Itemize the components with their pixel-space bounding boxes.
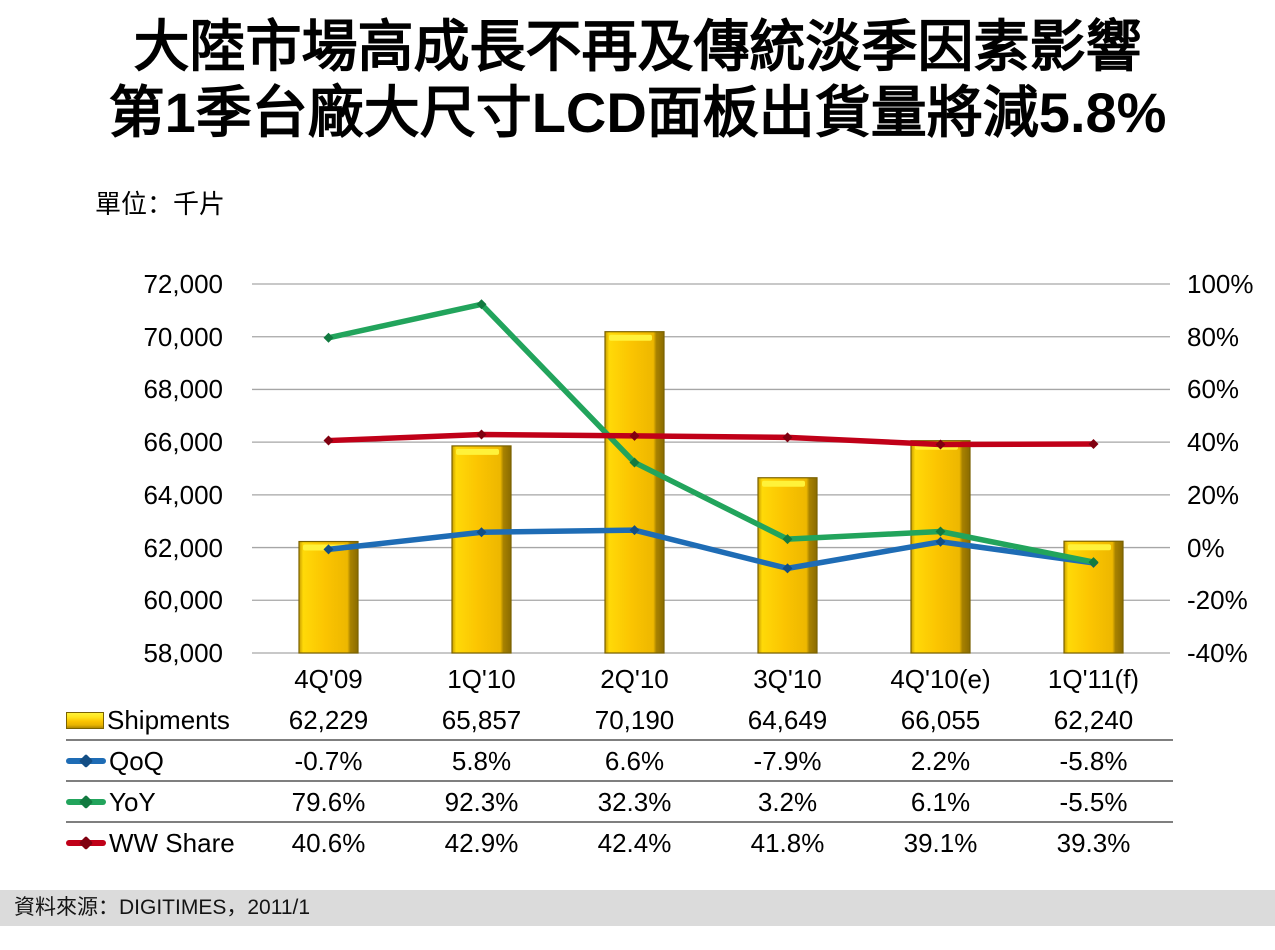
yoy-marker bbox=[629, 457, 640, 468]
ww-share-value: 40.6% bbox=[291, 828, 366, 858]
title-line-1: 大陸市場高成長不再及傳統淡季因素影響 bbox=[133, 15, 1142, 78]
shipments-bar bbox=[298, 540, 359, 654]
source-bar: 資料來源：DIGITIMES，2011/1 bbox=[0, 890, 1275, 926]
qoq-marker bbox=[935, 536, 946, 547]
yoy-value: 32.3% bbox=[597, 787, 672, 817]
ww-share-value: 41.8% bbox=[750, 828, 825, 858]
y-axis-tick-label: 68,000 bbox=[143, 374, 223, 405]
pct-axis-tick-label: -40% bbox=[1187, 638, 1248, 668]
ww-share-line bbox=[325, 431, 1097, 448]
y-axis-tick-label: 60,000 bbox=[143, 585, 223, 616]
bar-highlight bbox=[456, 448, 499, 455]
y-axis-tick-label: 70,000 bbox=[143, 321, 223, 352]
yoy-value: 92.3% bbox=[444, 787, 519, 817]
category-label: 4Q'09 bbox=[294, 664, 363, 694]
qoq-value: -0.7% bbox=[294, 746, 363, 776]
y-axis-tick-label: 64,000 bbox=[143, 479, 223, 510]
category-label: 1Q'11(f) bbox=[1047, 664, 1140, 694]
category-label: 1Q'10 bbox=[447, 664, 516, 694]
ww-share-value: 42.9% bbox=[444, 828, 519, 858]
ww-share-line-swatch-icon bbox=[66, 835, 106, 851]
marker-diamond-icon bbox=[78, 835, 94, 851]
unit-label: 單位：千片 bbox=[95, 189, 226, 219]
pct-axis-tick-label: 60% bbox=[1187, 374, 1240, 405]
pct-axis-tick-label: 40% bbox=[1187, 427, 1240, 458]
shipments-bar bbox=[604, 331, 665, 654]
legend-label: WW Share bbox=[109, 827, 235, 858]
qoq-marker bbox=[629, 525, 640, 536]
yoy-marker bbox=[476, 299, 487, 310]
yoy-line bbox=[325, 301, 1097, 565]
ww-share-marker bbox=[323, 435, 334, 446]
ww-share-marker bbox=[935, 439, 946, 450]
qoq-line bbox=[325, 527, 1097, 572]
marker-diamond-icon bbox=[78, 794, 94, 810]
pct-axis-tick-label: 80% bbox=[1187, 321, 1240, 352]
yoy-marker bbox=[323, 332, 334, 343]
ww-share-marker bbox=[476, 429, 487, 440]
bar-highlight bbox=[1068, 544, 1111, 551]
qoq-marker bbox=[323, 544, 334, 555]
y-axis-tick-label: 72,000 bbox=[143, 269, 223, 299]
pct-axis-tick-label: 0% bbox=[1187, 532, 1225, 563]
shipments-value: 70,190 bbox=[594, 705, 675, 735]
shipments-value: 65,857 bbox=[441, 705, 522, 735]
qoq-value: -7.9% bbox=[753, 746, 822, 776]
category-label: 2Q'10 bbox=[600, 664, 669, 694]
ww-share-marker bbox=[1088, 438, 1099, 449]
table-separator bbox=[66, 821, 1173, 823]
y-axis-tick-label: 62,000 bbox=[143, 532, 223, 563]
legend-label: Shipments bbox=[107, 704, 230, 735]
y-axis-tick-label: 58,000 bbox=[143, 638, 223, 668]
ww-share-value: 39.3% bbox=[1056, 828, 1131, 858]
ww-share-marker bbox=[782, 432, 793, 443]
y-axis-tick-label: 66,000 bbox=[143, 427, 223, 458]
yoy-value: 6.1% bbox=[910, 787, 971, 817]
chart-title: 大陸市場高成長不再及傳統淡季因素影響 第1季台廠大尺寸LCD面板出貨量將減5.8… bbox=[0, 14, 1275, 146]
table-separator bbox=[66, 780, 1173, 782]
category-label: 3Q'10 bbox=[753, 664, 822, 694]
qoq-marker bbox=[782, 563, 793, 574]
pct-axis-tick-label: -20% bbox=[1187, 585, 1248, 616]
bar-highlight bbox=[609, 334, 652, 341]
title-line-2: 第1季台廠大尺寸LCD面板出貨量將減5.8% bbox=[108, 81, 1167, 144]
yoy-marker bbox=[782, 534, 793, 545]
pct-axis-tick-label: 100% bbox=[1187, 269, 1254, 299]
yoy-line-swatch-icon bbox=[66, 794, 106, 810]
qoq-marker bbox=[476, 527, 487, 538]
shipments-value: 62,229 bbox=[288, 705, 369, 735]
ww-share-marker bbox=[629, 430, 640, 441]
legend-label: YoY bbox=[109, 786, 156, 817]
shipments-value: 66,055 bbox=[900, 705, 981, 735]
category-label: 4Q'10(e) bbox=[890, 664, 991, 694]
yoy-marker bbox=[1088, 557, 1099, 568]
shipments-value: 62,240 bbox=[1053, 705, 1134, 735]
yoy-value: -5.5% bbox=[1059, 787, 1128, 817]
ww-share-value: 42.4% bbox=[597, 828, 672, 858]
legend-row-yoy: YoY bbox=[66, 785, 261, 819]
source-text: 資料來源：DIGITIMES，2011/1 bbox=[14, 896, 311, 919]
qoq-value: 2.2% bbox=[910, 746, 971, 776]
qoq-value: 5.8% bbox=[451, 746, 512, 776]
qoq-value: 6.6% bbox=[604, 746, 665, 776]
qoq-value: -5.8% bbox=[1059, 746, 1128, 776]
shipments-value: 64,649 bbox=[747, 705, 828, 735]
bar-swatch-icon bbox=[66, 711, 104, 729]
table-separator bbox=[66, 739, 1173, 741]
ww-share-value: 39.1% bbox=[903, 828, 978, 858]
legend-label: QoQ bbox=[109, 745, 164, 776]
yoy-marker bbox=[935, 526, 946, 537]
legend-row-ww-share: WW Share bbox=[66, 826, 261, 860]
yoy-value: 79.6% bbox=[291, 787, 366, 817]
yoy-value: 3.2% bbox=[757, 787, 818, 817]
pct-axis-tick-label: 20% bbox=[1187, 479, 1240, 510]
bar-highlight bbox=[762, 480, 805, 487]
legend-row-shipments: Shipments bbox=[66, 703, 261, 737]
qoq-line-swatch-icon bbox=[66, 753, 106, 769]
marker-diamond-icon bbox=[78, 753, 94, 769]
legend-row-qoq: QoQ bbox=[66, 744, 261, 778]
shipments-bar bbox=[451, 445, 512, 654]
